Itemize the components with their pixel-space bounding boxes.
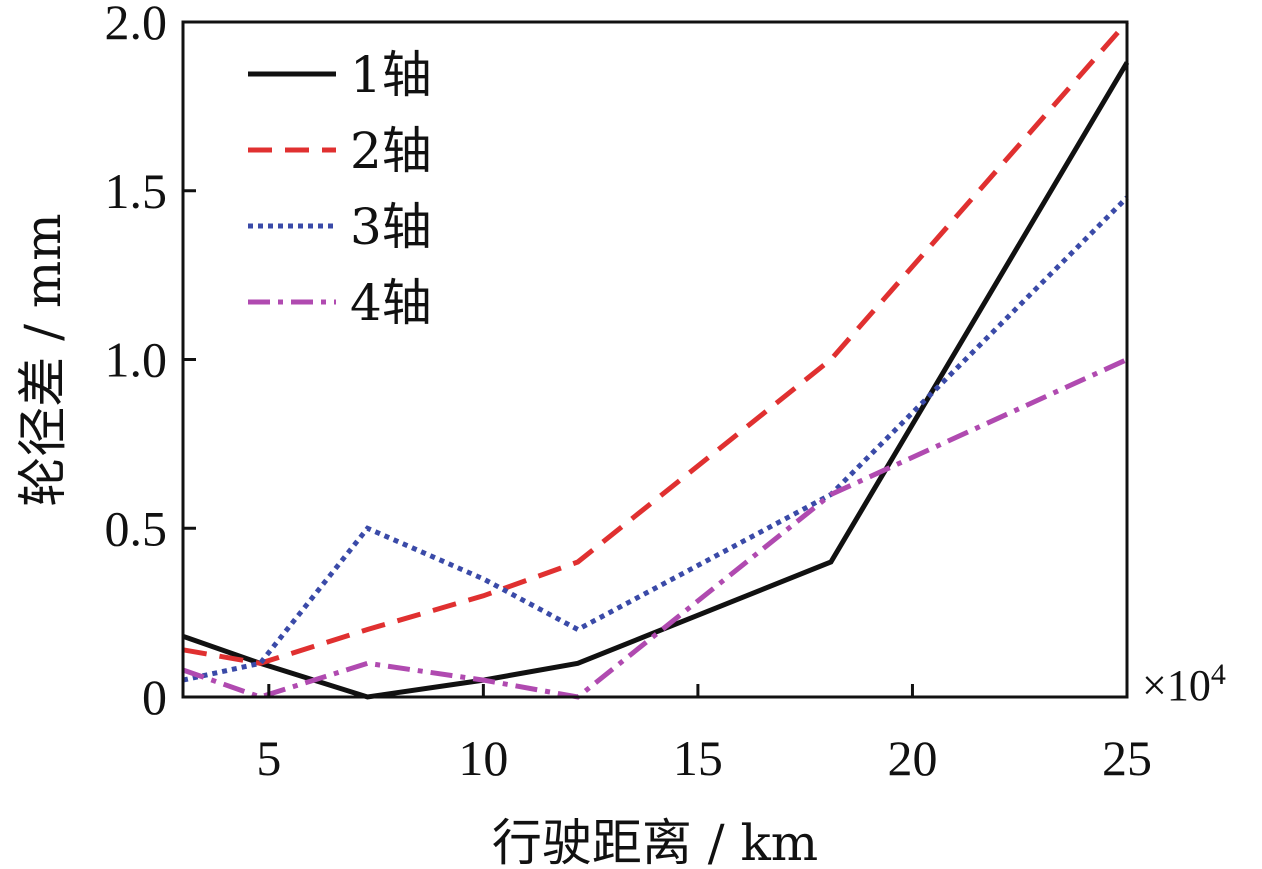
legend-label-2: 2轴 (350, 122, 432, 180)
series-line-4 (182, 357, 1129, 700)
y-tick-label: 2.0 (105, 0, 168, 50)
x-tick-label: 10 (458, 730, 508, 786)
series-line-1 (182, 61, 1130, 700)
y-tick-label: 1.0 (105, 332, 168, 388)
plot-layer (182, 20, 1130, 700)
x-tick-label: 25 (1102, 730, 1152, 786)
x-tick-label: 20 (887, 730, 937, 786)
x-multiplier-label: ×104 (1142, 658, 1226, 710)
x-tick-label: 15 (673, 730, 723, 786)
series-line-2 (182, 20, 1129, 666)
x-axis-label: 行驶距离 / km (492, 814, 818, 869)
y-tick-label: 1.5 (105, 163, 168, 219)
x-tick-label: 5 (256, 730, 281, 786)
y-tick-label: 0.5 (105, 500, 168, 556)
legend-label-1: 1轴 (350, 46, 432, 104)
plot-frame (181, 20, 1129, 699)
legend-label-4: 4轴 (350, 274, 432, 332)
axes-layer: 5 10 15 20 25 0 0.5 1.0 1.5 2.0 (105, 0, 1153, 786)
y-axis-label: 轮径差 / mm (14, 213, 72, 506)
x-multiplier-exponent: 4 (1211, 658, 1226, 691)
y-tick-label: 0 (142, 669, 167, 725)
legend-label-3: 3轴 (350, 198, 432, 256)
series-line-3 (182, 195, 1129, 683)
legend: 1轴 2轴 3轴 4轴 (248, 46, 432, 332)
